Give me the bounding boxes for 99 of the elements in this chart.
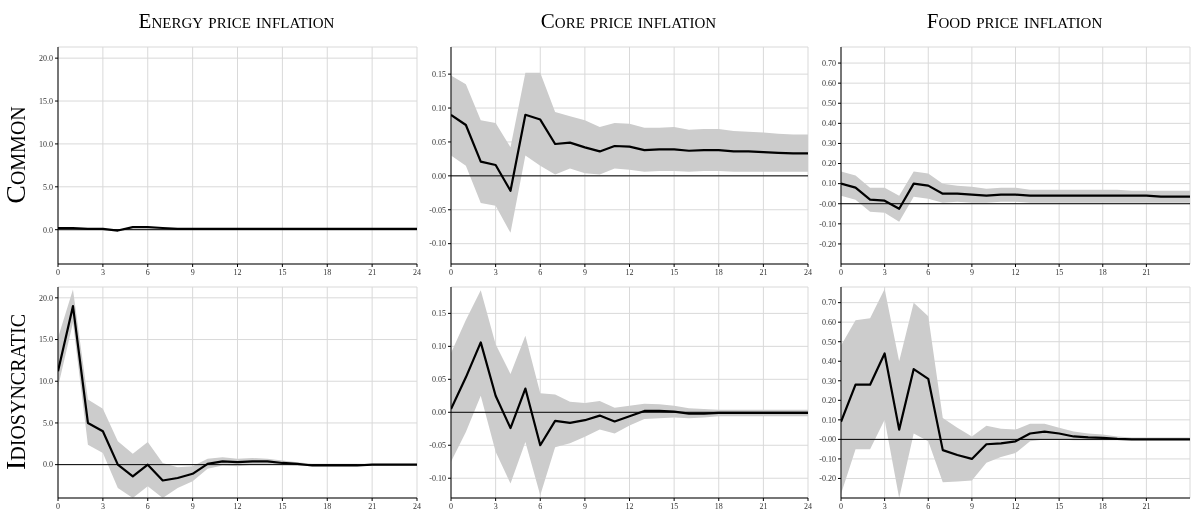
y-tick-label: 0.50 xyxy=(822,337,836,347)
y-tick-label: 0.00 xyxy=(432,408,446,418)
y-tick-label: 5.0 xyxy=(43,182,53,192)
x-tick-label: 3 xyxy=(493,267,498,277)
y-tick-label: 0.50 xyxy=(822,99,836,109)
x-tick-label: 21 xyxy=(759,267,768,277)
x-tick-label: 6 xyxy=(538,267,543,277)
x-tick-label: 0 xyxy=(449,267,453,277)
y-axis-title: Idiosyncratic xyxy=(0,313,32,470)
x-tick-label: 9 xyxy=(969,267,974,277)
x-tick-label: 15 xyxy=(670,267,679,277)
y-tick-label: 0.60 xyxy=(822,79,836,89)
y-tick-label: 10.0 xyxy=(39,377,53,387)
x-tick-label: 3 xyxy=(882,501,887,511)
y-tick-label: 0.10 xyxy=(822,179,836,189)
x-tick-label: 0 xyxy=(56,501,60,511)
x-tick-label: 3 xyxy=(882,267,887,277)
x-tick-label: 3 xyxy=(493,501,498,511)
x-tick-label: 18 xyxy=(1098,267,1107,277)
x-tick-label: 6 xyxy=(926,501,931,511)
x-tick-label: 21 xyxy=(759,501,768,511)
x-tick-label: 21 xyxy=(368,501,377,511)
y-tick-label: 0.40 xyxy=(822,357,836,367)
y-tick-label: 0.0 xyxy=(43,460,53,470)
x-tick-label: 12 xyxy=(1011,501,1020,511)
y-tick-label: 0.30 xyxy=(822,139,836,149)
x-tick-label: 18 xyxy=(714,501,723,511)
x-tick-label: 15 xyxy=(1055,267,1064,277)
chart-title: Core price inflation xyxy=(539,9,718,34)
y-tick-label: 15.0 xyxy=(39,335,53,345)
chart-title: Food price inflation xyxy=(925,9,1104,34)
x-tick-label: 18 xyxy=(323,267,332,277)
x-tick-label: 24 xyxy=(413,267,421,277)
x-tick-label: 12 xyxy=(625,501,634,511)
y-tick-label: 15.0 xyxy=(39,96,53,106)
y-tick-label: -0.05 xyxy=(429,205,446,215)
x-tick-label: 6 xyxy=(145,501,150,511)
x-tick-label: 9 xyxy=(582,267,587,277)
y-tick-label: 0.0 xyxy=(43,225,53,235)
y-tick-label: -0.00 xyxy=(819,435,836,445)
y-tick-label: -0.10 xyxy=(819,219,836,229)
y-tick-label: 0.70 xyxy=(822,58,836,68)
x-tick-label: 18 xyxy=(323,501,332,511)
y-tick-label: -0.00 xyxy=(819,199,836,209)
x-tick-label: 6 xyxy=(926,267,931,277)
x-tick-label: 15 xyxy=(278,267,287,277)
y-tick-label: 0.00 xyxy=(432,171,446,181)
x-tick-label: 24 xyxy=(413,501,421,511)
x-tick-label: 9 xyxy=(190,501,195,511)
y-tick-label: 0.05 xyxy=(432,375,446,385)
x-tick-label: 12 xyxy=(233,267,242,277)
x-tick-label: 6 xyxy=(145,267,150,277)
x-tick-label: 3 xyxy=(100,267,105,277)
y-tick-label: 0.15 xyxy=(432,309,446,319)
x-tick-label: 12 xyxy=(625,267,634,277)
x-tick-label: 18 xyxy=(1098,501,1107,511)
x-tick-label: 18 xyxy=(714,267,723,277)
x-tick-label: 24 xyxy=(804,501,812,511)
y-tick-label: 0.60 xyxy=(822,318,836,328)
y-tick-label: 0.15 xyxy=(432,69,446,79)
y-tick-label: -0.10 xyxy=(819,454,836,464)
x-tick-label: 24 xyxy=(804,267,812,277)
y-tick-label: -0.10 xyxy=(429,474,446,484)
x-tick-label: 15 xyxy=(278,501,287,511)
y-tick-label: 0.10 xyxy=(432,103,446,113)
x-tick-label: 12 xyxy=(233,501,242,511)
y-tick-label: 0.10 xyxy=(822,415,836,425)
chart-title: Energy price inflation xyxy=(137,9,336,34)
y-tick-label: 0.30 xyxy=(822,376,836,386)
y-axis-title: Common xyxy=(0,105,32,204)
y-tick-label: -0.05 xyxy=(429,441,446,451)
x-tick-label: 0 xyxy=(56,267,60,277)
x-tick-label: 0 xyxy=(839,267,843,277)
x-tick-label: 3 xyxy=(100,501,105,511)
x-tick-label: 0 xyxy=(449,501,453,511)
x-tick-label: 15 xyxy=(670,501,679,511)
y-tick-label: 0.20 xyxy=(822,396,836,406)
y-tick-label: -0.10 xyxy=(429,239,446,249)
x-tick-label: 21 xyxy=(1142,501,1151,511)
x-tick-label: 0 xyxy=(839,501,843,511)
y-tick-label: 5.0 xyxy=(43,418,53,428)
y-tick-label: 0.70 xyxy=(822,298,836,308)
y-tick-label: 0.40 xyxy=(822,119,836,129)
x-tick-label: 21 xyxy=(1142,267,1151,277)
y-tick-label: -0.20 xyxy=(819,239,836,249)
x-tick-label: 9 xyxy=(582,501,587,511)
x-tick-label: 9 xyxy=(969,501,974,511)
x-tick-label: 9 xyxy=(190,267,195,277)
y-tick-label: -0.20 xyxy=(819,474,836,484)
y-tick-label: 10.0 xyxy=(39,139,53,149)
y-tick-label: 0.10 xyxy=(432,342,446,352)
y-tick-label: 20.0 xyxy=(39,293,53,303)
y-tick-label: 0.20 xyxy=(822,159,836,169)
x-tick-label: 15 xyxy=(1055,501,1064,511)
x-tick-label: 21 xyxy=(368,267,377,277)
y-tick-label: 20.0 xyxy=(39,53,53,63)
y-tick-label: 0.05 xyxy=(432,137,446,147)
x-tick-label: 12 xyxy=(1011,267,1020,277)
x-tick-label: 6 xyxy=(538,501,543,511)
